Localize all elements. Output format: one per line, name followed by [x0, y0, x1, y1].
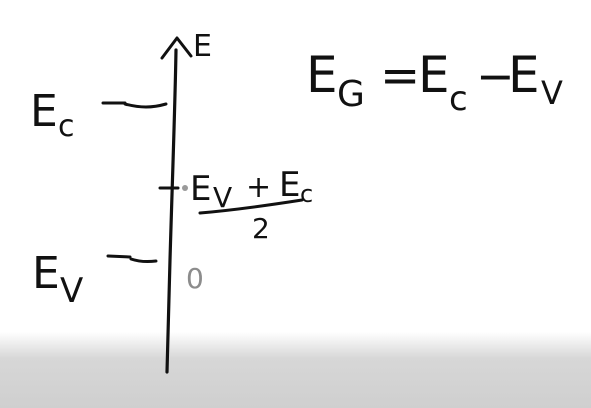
midgap-denominator: 2 — [252, 212, 270, 245]
valence-level-label: E — [32, 248, 60, 299]
valence-level-subscript: V — [60, 271, 83, 311]
valence-level-tick — [106, 254, 158, 264]
equation-term1: E — [418, 46, 450, 104]
equation-term1-subscript: c — [449, 79, 468, 119]
midgap-numerator-E2: E — [279, 165, 300, 205]
equation-term2-subscript: V — [541, 74, 563, 112]
midgap-numerator-sub1: V — [213, 181, 232, 214]
midgap-numerator-sub2: c — [300, 180, 313, 208]
equation-lhs-subscript: G — [337, 74, 365, 115]
midgap-numerator-E1: E — [190, 169, 211, 209]
energy-axis-line — [165, 48, 178, 374]
conduction-level-tick — [101, 101, 168, 109]
energy-axis-arrowhead — [160, 36, 193, 60]
equation-lhs: E — [306, 46, 338, 104]
cursor-dot — [182, 185, 188, 191]
equation-term2: E — [508, 46, 540, 104]
bottom-shadow-band — [0, 332, 591, 408]
equation-equals: = — [380, 48, 420, 104]
midgap-fraction-bar — [198, 198, 304, 215]
conduction-level-label: E — [30, 86, 58, 137]
conduction-level-subscript: c — [58, 109, 75, 144]
axis-label: E — [193, 29, 212, 64]
zero-label: 0 — [186, 262, 204, 295]
midgap-plus: + — [246, 170, 271, 205]
equation-minus: − — [476, 49, 515, 103]
